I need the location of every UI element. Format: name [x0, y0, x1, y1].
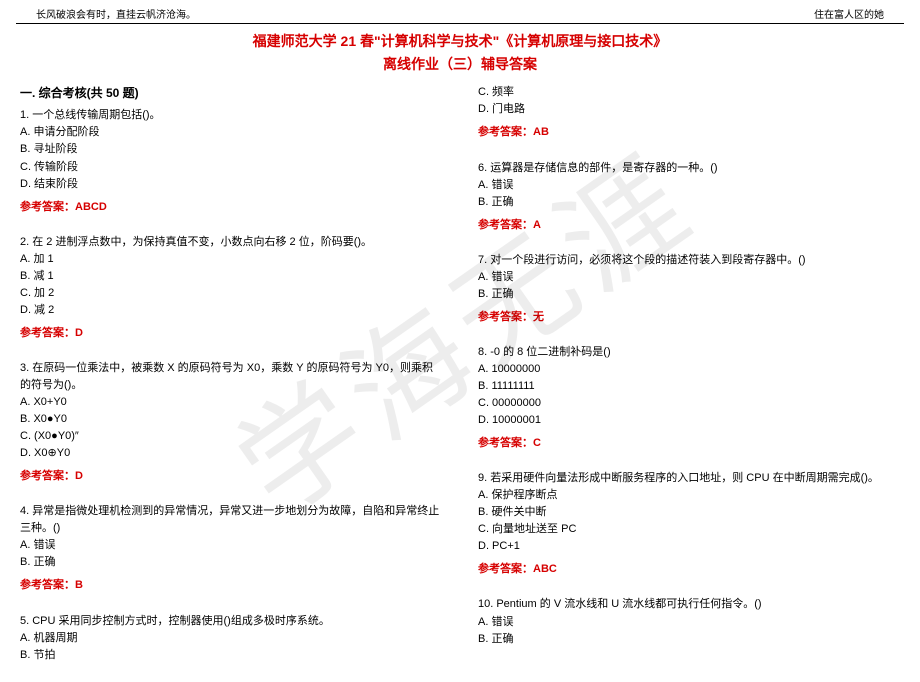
q4-opt-b: B. 正确: [20, 554, 442, 571]
q3-opt-b: B. X0●Y0: [20, 411, 442, 428]
q3-opt-a: A. X0+Y0: [20, 394, 442, 411]
q9-opt-a: A. 保护程序断点: [478, 487, 900, 504]
doc-title-line2: 离线作业（三）辅导答案: [0, 54, 920, 74]
q5-opt-c: C. 频率: [478, 84, 900, 101]
question-9: 9. 若采用硬件向量法形成中断服务程序的入口地址，则 CPU 在中断周期需完成(…: [478, 470, 900, 578]
left-column: 一. 综合考核(共 50 题) 1. 一个总线传输周期包括()。 A. 申请分配…: [20, 84, 460, 681]
q2-answer: 参考答案：D: [20, 325, 442, 342]
q1-opt-b: B. 寻址阶段: [20, 141, 442, 158]
q4-answer: 参考答案：B: [20, 577, 442, 594]
question-2: 2. 在 2 进制浮点数中，为保持真值不变，小数点向右移 2 位，阶码要()。 …: [20, 234, 442, 342]
q6-answer: 参考答案：A: [478, 217, 900, 234]
q3-opt-d: D. X0⊕Y0: [20, 445, 442, 462]
q8-opt-d: D. 10000001: [478, 412, 900, 429]
question-6: 6. 运算器是存储信息的部件，是寄存器的一种。() A. 错误 B. 正确 参考…: [478, 160, 900, 234]
q9-opt-b: B. 硬件关中断: [478, 504, 900, 521]
doc-title-line1: 福建师范大学 21 春"计算机科学与技术"《计算机原理与接口技术》: [0, 30, 920, 52]
q8-answer: 参考答案：C: [478, 435, 900, 452]
q5-opt-a: A. 机器周期: [20, 630, 442, 647]
q2-opt-c: C. 加 2: [20, 285, 442, 302]
q9-opt-d: D. PC+1: [478, 538, 900, 555]
q8-opt-b: B. 11111111: [478, 378, 900, 395]
q7-opt-a: A. 错误: [478, 269, 900, 286]
q9-opt-c: C. 向量地址送至 PC: [478, 521, 900, 538]
question-5-continued: C. 频率 D. 门电路 参考答案：AB: [478, 84, 900, 141]
question-4: 4. 异常是指微处理机检测到的异常情况，异常又进一步地划分为故障，自陷和异常终止…: [20, 503, 442, 594]
q4-stem: 4. 异常是指微处理机检测到的异常情况，异常又进一步地划分为故障，自陷和异常终止…: [20, 503, 442, 537]
q10-stem: 10. Pentium 的 V 流水线和 U 流水线都可执行任何指令。(): [478, 596, 900, 613]
q1-opt-a: A. 申请分配阶段: [20, 124, 442, 141]
q8-opt-c: C. 00000000: [478, 395, 900, 412]
q2-opt-b: B. 减 1: [20, 268, 442, 285]
question-3: 3. 在原码一位乘法中，被乘数 X 的原码符号为 X0，乘数 Y 的原码符号为 …: [20, 360, 442, 485]
q1-answer: 参考答案：ABCD: [20, 199, 442, 216]
q10-opt-b: B. 正确: [478, 631, 900, 648]
q3-stem: 3. 在原码一位乘法中，被乘数 X 的原码符号为 X0，乘数 Y 的原码符号为 …: [20, 360, 442, 394]
q5-stem: 5. CPU 采用同步控制方式时，控制器使用()组成多极时序系统。: [20, 613, 442, 630]
right-column: C. 频率 D. 门电路 参考答案：AB 6. 运算器是存储信息的部件，是寄存器…: [460, 84, 900, 681]
q1-stem: 1. 一个总线传输周期包括()。: [20, 107, 442, 124]
q5-opt-d: D. 门电路: [478, 101, 900, 118]
question-5: 5. CPU 采用同步控制方式时，控制器使用()组成多极时序系统。 A. 机器周…: [20, 613, 442, 664]
q2-stem: 2. 在 2 进制浮点数中，为保持真值不变，小数点向右移 2 位，阶码要()。: [20, 234, 442, 251]
q6-opt-b: B. 正确: [478, 194, 900, 211]
q8-opt-a: A. 10000000: [478, 361, 900, 378]
q1-opt-c: C. 传输阶段: [20, 159, 442, 176]
question-7: 7. 对一个段进行访问，必须将这个段的描述符装入到段寄存器中。() A. 错误 …: [478, 252, 900, 326]
q7-stem: 7. 对一个段进行访问，必须将这个段的描述符装入到段寄存器中。(): [478, 252, 900, 269]
question-8: 8. -0 的 8 位二进制补码是() A. 10000000 B. 11111…: [478, 344, 900, 452]
q9-answer: 参考答案：ABC: [478, 561, 900, 578]
q5-opt-b: B. 节拍: [20, 647, 442, 664]
q4-opt-a: A. 错误: [20, 537, 442, 554]
q2-opt-a: A. 加 1: [20, 251, 442, 268]
q7-answer: 参考答案：无: [478, 309, 900, 326]
q8-stem: 8. -0 的 8 位二进制补码是(): [478, 344, 900, 361]
page-header: 长风破浪会有时，直挂云帆济沧海。 住在富人区的她: [16, 0, 904, 24]
section-heading: 一. 综合考核(共 50 题): [20, 84, 442, 101]
q9-stem: 9. 若采用硬件向量法形成中断服务程序的入口地址，则 CPU 在中断周期需完成(…: [478, 470, 900, 487]
question-10: 10. Pentium 的 V 流水线和 U 流水线都可执行任何指令。() A.…: [478, 596, 900, 647]
q6-opt-a: A. 错误: [478, 177, 900, 194]
q5-answer: 参考答案：AB: [478, 124, 900, 141]
q3-opt-c: C. (X0●Y0)″: [20, 428, 442, 445]
question-1: 1. 一个总线传输周期包括()。 A. 申请分配阶段 B. 寻址阶段 C. 传输…: [20, 107, 442, 215]
q1-opt-d: D. 结束阶段: [20, 176, 442, 193]
header-left-quote: 长风破浪会有时，直挂云帆济沧海。: [36, 6, 196, 21]
q7-opt-b: B. 正确: [478, 286, 900, 303]
header-right-text: 住在富人区的她: [814, 6, 884, 21]
q6-stem: 6. 运算器是存储信息的部件，是寄存器的一种。(): [478, 160, 900, 177]
q10-opt-a: A. 错误: [478, 614, 900, 631]
q2-opt-d: D. 减 2: [20, 302, 442, 319]
q3-answer: 参考答案：D: [20, 468, 442, 485]
